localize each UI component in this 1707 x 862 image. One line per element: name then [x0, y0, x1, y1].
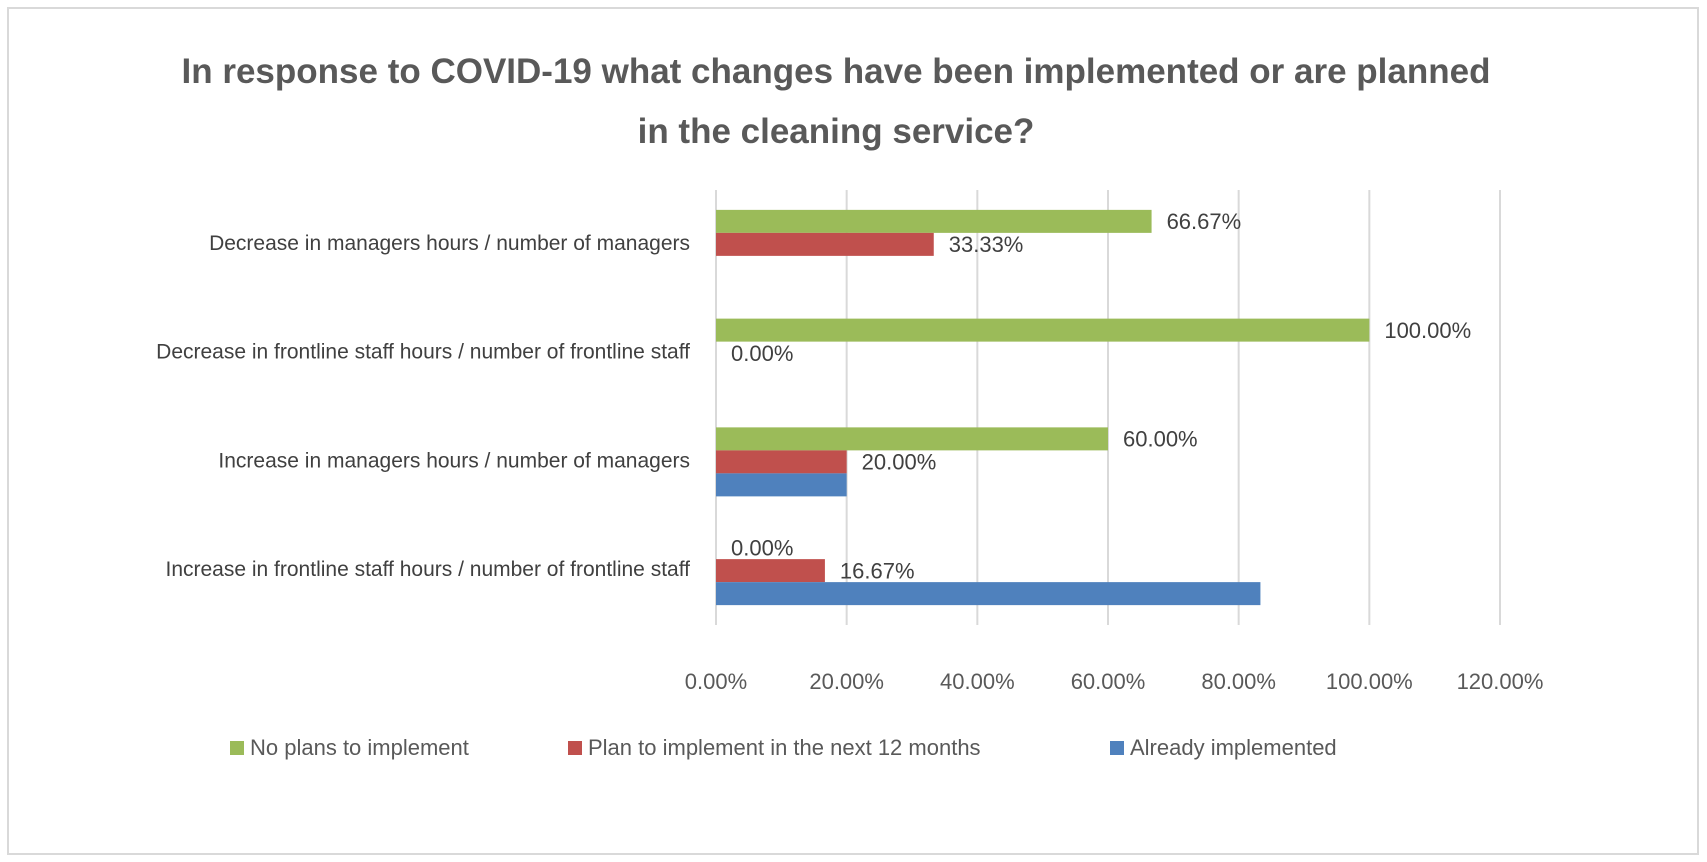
- bar: [716, 232, 934, 256]
- x-tick-label: 0.00%: [685, 669, 747, 694]
- y-tick-label: Increase in managers hours / number of m…: [218, 449, 690, 472]
- x-tick-label: 40.00%: [940, 669, 1015, 694]
- data-label: 60.00%: [1123, 427, 1198, 452]
- data-label: 20.00%: [862, 450, 937, 475]
- bar: [716, 559, 825, 583]
- legend-swatch: [1110, 741, 1124, 755]
- data-label: 66.67%: [1167, 209, 1242, 234]
- bar: [716, 427, 1108, 451]
- x-tick-label: 120.00%: [1457, 669, 1544, 694]
- bar: [716, 582, 1261, 606]
- bar: [716, 318, 1370, 342]
- legend-label: Plan to implement in the next 12 months: [588, 735, 981, 760]
- bar: [716, 209, 1152, 233]
- x-tick-label: 60.00%: [1071, 669, 1146, 694]
- bar: [716, 450, 847, 474]
- chart-title: In response to COVID-19 what changes hav…: [181, 52, 1491, 151]
- data-label: 0.00%: [731, 535, 793, 560]
- data-label: 16.67%: [840, 558, 915, 583]
- legend-label: No plans to implement: [250, 735, 469, 760]
- x-tick-label: 100.00%: [1326, 669, 1413, 694]
- legend-swatch: [568, 741, 582, 755]
- x-tick-label: 20.00%: [809, 669, 884, 694]
- y-tick-label: Decrease in frontline staff hours / numb…: [156, 341, 690, 364]
- x-tick-label: 80.00%: [1201, 669, 1276, 694]
- y-tick-label: Decrease in managers hours / number of m…: [209, 232, 690, 255]
- data-label: 100.00%: [1384, 318, 1471, 343]
- data-label: 0.00%: [731, 341, 793, 366]
- chart-border: [7, 7, 1699, 855]
- legend-swatch: [230, 741, 244, 755]
- data-label: 33.33%: [949, 232, 1024, 257]
- bar: [716, 473, 847, 497]
- y-tick-label: Increase in frontline staff hours / numb…: [165, 558, 690, 581]
- legend-label: Already implemented: [1130, 735, 1337, 760]
